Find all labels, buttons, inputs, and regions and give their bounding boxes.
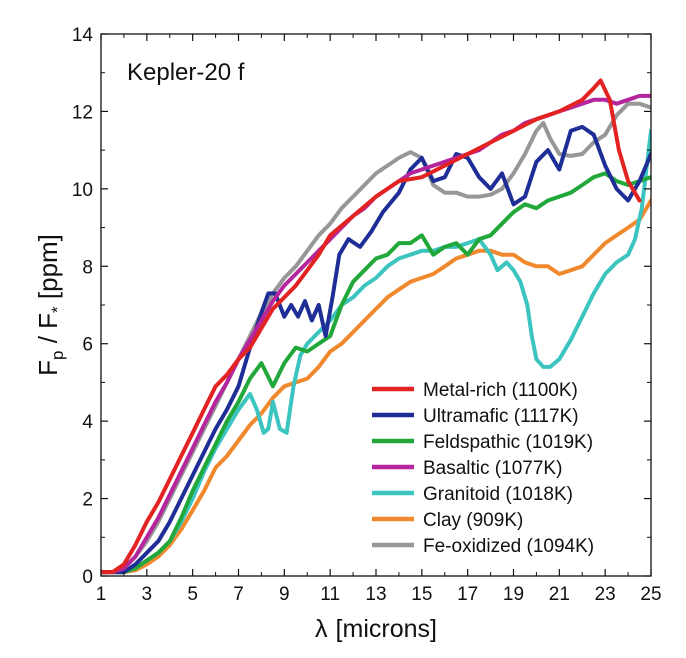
x-tick-label: 7 xyxy=(233,584,244,605)
x-tick-label: 17 xyxy=(457,584,478,605)
y-tick-label: 8 xyxy=(82,257,93,278)
x-tick-label: 19 xyxy=(503,584,524,605)
y-axis-unit: [ppm] xyxy=(33,234,63,306)
x-tick-label: 9 xyxy=(279,584,290,605)
x-tick-label: 25 xyxy=(640,584,661,605)
y-axis-label: Fp / F* [ppm] xyxy=(33,234,67,376)
legend-label: Basaltic (1077K) xyxy=(423,458,562,479)
x-tick-label: 5 xyxy=(187,584,198,605)
y-tick-label: 14 xyxy=(72,25,94,46)
y-axis-star-sub: * xyxy=(48,306,67,313)
y-tick-label: 6 xyxy=(82,335,93,356)
legend-label: Clay (909K) xyxy=(423,510,523,531)
x-tick-label: 23 xyxy=(595,584,616,605)
x-tick-label: 1 xyxy=(96,584,107,605)
x-tick-label: 13 xyxy=(365,584,386,605)
y-tick-label: 2 xyxy=(82,490,93,511)
legend-label: Metal-rich (1100K) xyxy=(423,380,578,401)
y-tick-label: 4 xyxy=(82,412,93,433)
x-tick-label: 11 xyxy=(320,584,340,605)
y-tick-label: 12 xyxy=(72,102,93,123)
x-tick-label: 15 xyxy=(411,584,432,605)
y-axis-main: F xyxy=(33,360,63,376)
legend-label: Fe-oxidized (1094K) xyxy=(423,536,594,557)
y-axis-main-sub: p xyxy=(48,351,67,360)
y-tick-label: 0 xyxy=(82,567,93,588)
series-line-clay xyxy=(101,198,651,575)
series-line-feldspathic xyxy=(101,171,651,575)
legend-label: Ultramafic (1117K) xyxy=(423,406,579,427)
series-line-ultramafic xyxy=(101,124,651,575)
panel-annotation: Kepler-20 f xyxy=(127,59,245,86)
legend-label: Granitoid (1018K) xyxy=(423,484,573,505)
x-tick-label: 3 xyxy=(142,584,153,605)
legend: Metal-rich (1100K) Ultramafic (1117K) Feld… xyxy=(372,380,594,557)
x-tick-label: 21 xyxy=(549,584,570,605)
x-axis-unit: [microns] xyxy=(336,615,437,643)
x-axis-label: λ [microns] xyxy=(315,615,437,643)
y-axis-slash: / F xyxy=(33,313,63,351)
y-tick-label: 10 xyxy=(72,180,93,201)
x-axis-ticks: 1 3 5 7 9 11 13 15 17 19 21 23 25 xyxy=(96,34,662,605)
x-axis-symbol: λ xyxy=(315,615,328,643)
series-line-metal-rich xyxy=(101,78,642,575)
series-layer xyxy=(101,78,651,575)
legend-label: Feldspathic (1019K) xyxy=(423,432,593,453)
y-axis-ticks: 0 2 4 6 8 10 12 14 xyxy=(72,25,651,588)
